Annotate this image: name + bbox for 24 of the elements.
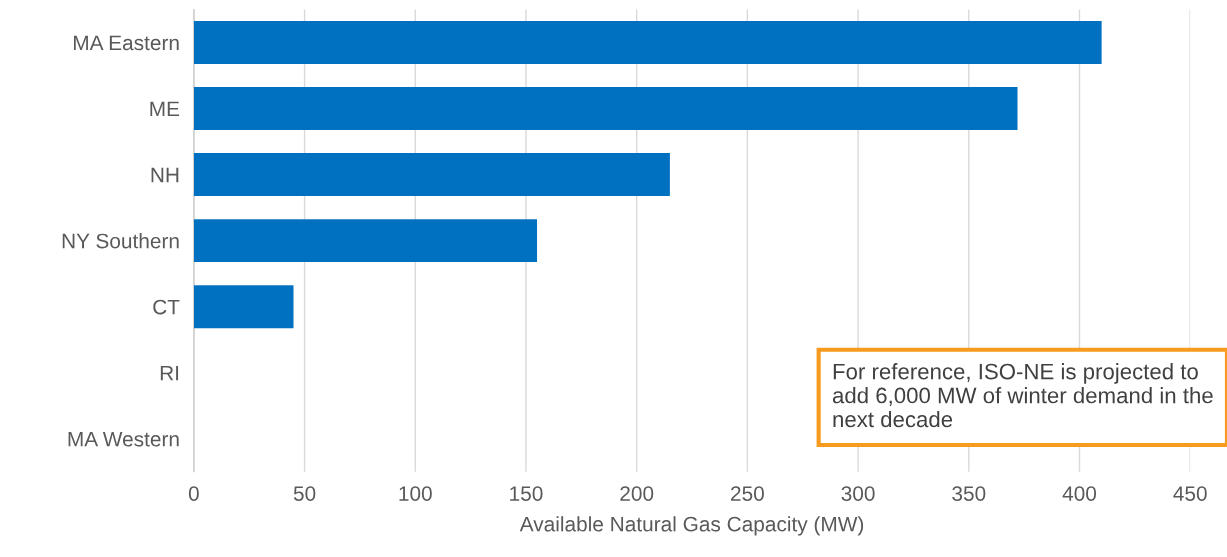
x-tick-label: 0 [188,486,199,501]
bar [193,219,538,263]
y-tick-label: NY Southern [62,233,179,249]
x-tick-label: 150 [510,486,543,501]
bar [193,87,1018,130]
y-tick-label: ME [150,101,180,117]
x-axis-title: Available Natural Gas Capacity (MW) [519,516,864,536]
y-tick-label: RI [160,365,179,381]
y-tick-label: MA Western [68,431,179,447]
bar [193,285,294,329]
x-tick-label: 50 [293,486,316,501]
x-tick-label: 200 [620,486,654,501]
bar [193,153,670,197]
x-tick-label: 300 [841,486,875,501]
x-tick-label: 400 [1062,486,1097,501]
bar [193,21,1102,64]
y-tick-label: CT [153,299,180,315]
x-tick-label: 350 [952,486,986,501]
x-tick-label: 100 [399,486,432,501]
y-tick-label: MA Eastern [74,35,179,51]
x-tick-label: 250 [731,486,764,501]
annotation: For reference, ISO-NE is projected to add 6,000 MW of winter demand in the next decade [832,363,1213,428]
x-tick-label: 450 [1173,486,1207,501]
y-tick-label: NH [151,167,179,183]
